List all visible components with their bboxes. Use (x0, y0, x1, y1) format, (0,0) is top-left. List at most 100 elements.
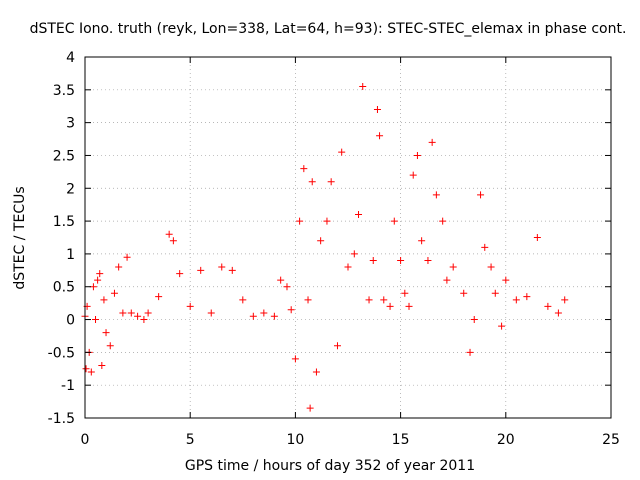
data-point (424, 256, 432, 264)
data-point (350, 250, 358, 258)
data-point (207, 309, 215, 317)
data-point (432, 191, 440, 199)
data-point (470, 316, 478, 324)
data-point (106, 342, 114, 350)
data-point (338, 148, 346, 156)
data-point (89, 283, 97, 291)
data-point (373, 106, 381, 114)
data-point (127, 309, 135, 317)
data-point (308, 178, 316, 186)
data-point (169, 237, 177, 245)
data-point (144, 309, 152, 317)
data-point (498, 322, 506, 330)
data-point (327, 178, 335, 186)
y-tick-label: 0 (66, 313, 75, 329)
data-point (96, 270, 104, 278)
data-point (110, 289, 118, 297)
data-point (98, 361, 106, 369)
data-point (270, 312, 278, 320)
data-point (466, 348, 474, 356)
data-point (165, 230, 173, 238)
data-point (87, 368, 95, 376)
data-point (100, 296, 108, 304)
data-point (283, 283, 291, 291)
data-point (523, 293, 531, 301)
data-point (239, 296, 247, 304)
data-point (443, 276, 451, 284)
y-tick-label: 1 (66, 247, 75, 263)
data-point (413, 151, 421, 159)
data-point (102, 329, 110, 337)
data-point (449, 263, 457, 271)
data-point (561, 296, 569, 304)
data-point (260, 309, 268, 317)
data-points (81, 83, 569, 412)
data-point (300, 165, 308, 173)
y-tick-label: 4 (66, 50, 75, 66)
data-point (477, 191, 485, 199)
grid (85, 57, 611, 418)
data-point (409, 171, 417, 179)
data-point (119, 309, 127, 317)
data-point (405, 302, 413, 310)
x-tick-label: 25 (602, 432, 620, 448)
data-point (386, 302, 394, 310)
y-tick-label: 2 (66, 181, 75, 197)
data-point (491, 289, 499, 297)
data-point (512, 296, 520, 304)
data-point (481, 243, 489, 251)
y-tick-label: 3.5 (53, 83, 75, 99)
data-point (249, 312, 257, 320)
y-tick-label: -0.5 (48, 345, 75, 361)
plot-frame (84, 56, 612, 419)
data-point (218, 263, 226, 271)
data-point (176, 270, 184, 278)
data-point (533, 234, 541, 241)
data-point (186, 302, 194, 310)
data-point (291, 355, 299, 363)
y-tick-label: 3 (66, 116, 75, 132)
data-point (115, 263, 123, 271)
axes: -1.5 -1 -0.5 0 0.5 1 1.5 2 2.5 3 3.5 4 0 5 10 15 20 25 (48, 50, 620, 448)
y-tick-label: 2.5 (53, 148, 75, 164)
data-point (554, 309, 562, 317)
data-point (312, 368, 320, 376)
data-point (333, 342, 341, 350)
data-point (376, 132, 384, 140)
data-point (155, 293, 163, 301)
x-tick-label: 5 (186, 432, 195, 448)
data-point (397, 256, 405, 264)
data-point (418, 237, 426, 245)
data-point (344, 263, 352, 271)
data-point (287, 306, 295, 314)
data-point (355, 211, 363, 219)
chart-title: dSTEC Iono. truth (reyk, Lon=338, Lat=64… (30, 21, 627, 37)
data-point (487, 263, 495, 271)
data-point (82, 365, 90, 373)
data-point (92, 316, 100, 324)
data-point (94, 276, 102, 284)
data-point (323, 217, 331, 225)
data-point (428, 138, 436, 146)
data-point (359, 83, 367, 91)
data-point (369, 256, 377, 264)
data-point (134, 312, 142, 320)
data-point (380, 296, 388, 304)
data-point (544, 302, 552, 310)
x-tick-label: 15 (392, 432, 410, 448)
y-tick-label: 0.5 (53, 280, 75, 296)
y-tick-label: 1.5 (53, 214, 75, 230)
x-tick-label: 20 (497, 432, 515, 448)
data-point (317, 237, 325, 245)
data-point (296, 217, 304, 225)
data-point (304, 296, 312, 304)
y-axis-label: dSTEC / TECUs (12, 186, 28, 289)
data-point (228, 266, 236, 274)
data-point (277, 276, 285, 284)
data-point (123, 253, 131, 261)
data-point (439, 217, 447, 225)
data-point (502, 276, 510, 284)
data-point (306, 404, 314, 412)
x-tick-label: 0 (81, 432, 90, 448)
